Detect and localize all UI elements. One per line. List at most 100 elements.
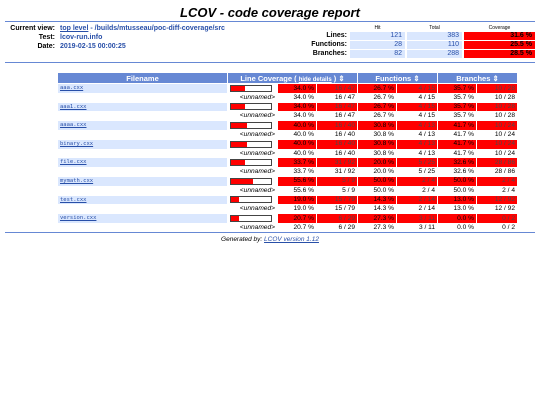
coverage-bar-cell (228, 214, 277, 223)
function-count: 3 / 11 (397, 223, 437, 232)
line-pct: 55.6 % (278, 186, 316, 195)
functions-header-label: Functions (375, 73, 412, 83)
summary-functions-hit: 28 (350, 41, 405, 49)
line-count: 15 / 79 (317, 205, 357, 214)
line-pct: 40.0 % (278, 139, 316, 149)
line-count: 16 / 47 (317, 102, 357, 112)
branches-header[interactable]: Branches ⇕ (438, 73, 517, 83)
function-pct: 50.0 % (358, 176, 396, 186)
file-link[interactable]: aaa1.cxx (60, 103, 87, 110)
test-label: Test: (38, 34, 55, 41)
branch-pct: 41.7 % (438, 149, 476, 158)
file-name-cell: version.cxx (58, 214, 227, 223)
file-link[interactable]: version.cxx (60, 215, 97, 222)
function-pct: 30.8 % (358, 139, 396, 149)
lcov-version-link[interactable]: LCOV version 1.12 (264, 236, 319, 243)
coverage-table-header: Filename Line Coverage ( hide details ) … (58, 73, 517, 83)
function-pct: 50.0 % (358, 186, 396, 195)
branch-count: 10 / 28 (477, 84, 517, 93)
unnamed-spacer (58, 186, 227, 195)
branch-count: 2 / 4 (477, 186, 517, 195)
unnamed-row: <unnamed> 40.0 % 16 / 40 30.8 % 4 / 13 41.7 %… (58, 149, 517, 158)
unnamed-row: <unnamed> 40.0 % 16 / 40 30.8 % 4 / 13 41.7 %… (58, 130, 517, 139)
function-count: 4 / 13 (397, 139, 437, 149)
unnamed-spacer (58, 223, 227, 232)
summary-functions-label: Functions: (311, 41, 347, 48)
branch-count: 10 / 28 (477, 102, 517, 112)
date-label: Date: (37, 43, 55, 50)
file-link[interactable]: test.cxx (60, 196, 87, 203)
branch-count: 10 / 24 (477, 139, 517, 149)
file-name-cell: mymath.cxx (58, 176, 227, 186)
function-count: 2 / 4 (397, 186, 437, 195)
line-pct: 33.7 % (278, 158, 316, 168)
coverage-bar-fill (231, 123, 247, 129)
line-coverage-header[interactable]: Line Coverage ( hide details ) ⇕ (228, 73, 357, 83)
branch-pct: 41.7 % (438, 130, 476, 139)
file-link[interactable]: aaa.cxx (60, 85, 84, 91)
branch-pct: 32.6 % (438, 158, 476, 168)
function-pct: 14.3 % (358, 195, 396, 205)
coverage-bar (230, 122, 272, 130)
unnamed-label: <unnamed> (228, 112, 277, 121)
line-count: 16 / 47 (317, 93, 357, 102)
branch-count: 10 / 28 (477, 93, 517, 102)
functions-header[interactable]: Functions ⇕ (358, 73, 437, 83)
branch-count: 10 / 24 (477, 130, 517, 139)
line-count: 31 / 92 (317, 168, 357, 176)
function-pct: 20.0 % (358, 158, 396, 168)
unnamed-row: <unnamed> 20.7 % 6 / 29 27.3 % 3 / 11 0.0 % 0 … (58, 223, 517, 232)
branch-pct: 41.7 % (438, 139, 476, 149)
filename-header[interactable]: Filename (58, 73, 227, 83)
unnamed-spacer (58, 93, 227, 102)
function-pct: 26.7 % (358, 93, 396, 102)
branch-pct: 35.7 % (438, 112, 476, 121)
branch-count: 10 / 28 (477, 112, 517, 121)
mid-rule (5, 62, 535, 63)
function-pct: 30.8 % (358, 149, 396, 158)
coverage-bar-fill (231, 160, 245, 166)
branch-pct: 13.0 % (438, 205, 476, 214)
summary-lines-total: 383 (407, 32, 462, 40)
function-pct: 26.7 % (358, 84, 396, 93)
footer: Generated by: LCOV version 1.12 (0, 236, 540, 243)
coverage-bar-cell (228, 139, 277, 149)
function-count: 4 / 15 (397, 84, 437, 93)
coverage-bar-cell (228, 84, 277, 93)
file-link[interactable]: aaaa.cxx (60, 122, 87, 129)
sort-icon[interactable]: ⇕ (413, 73, 420, 83)
sort-icon[interactable]: ⇕ (338, 73, 345, 83)
unnamed-spacer (58, 112, 227, 121)
coverage-bar-fill (231, 104, 245, 110)
unnamed-label: <unnamed> (228, 223, 277, 232)
line-count: 16 / 40 (317, 149, 357, 158)
branch-pct: 32.6 % (438, 168, 476, 176)
file-link[interactable]: mymath.cxx (60, 177, 94, 184)
branch-pct: 35.7 % (438, 84, 476, 93)
line-pct: 20.7 % (278, 223, 316, 232)
summary-branches-label: Branches: (312, 50, 347, 57)
branch-count: 2 / 4 (477, 176, 517, 186)
coverage-bar-fill (231, 141, 247, 147)
branch-pct: 35.7 % (438, 102, 476, 112)
branch-pct: 13.0 % (438, 195, 476, 205)
function-pct: 27.3 % (358, 223, 396, 232)
line-pct: 19.0 % (278, 195, 316, 205)
top-level-link[interactable]: top level (60, 25, 89, 32)
file-link[interactable]: binary.cxx (60, 140, 94, 147)
date-value: 2019-02-15 00:00:25 (60, 43, 126, 50)
line-pct: 40.0 % (278, 130, 316, 139)
hide-details-link[interactable]: hide details (298, 76, 332, 83)
file-link[interactable]: file.cxx (60, 159, 87, 166)
coverage-bar-fill (231, 85, 245, 91)
function-count: 2 / 14 (397, 195, 437, 205)
branch-count: 0 / 2 (477, 223, 517, 232)
current-view-label: Current view: (10, 25, 55, 32)
coverage-bar (230, 196, 272, 204)
current-view-path: - /builds/mtusseau/poc-diff-coverage/src (88, 25, 225, 32)
branch-count: 12 / 92 (477, 195, 517, 205)
unnamed-label: <unnamed> (228, 149, 277, 158)
summary-branches-total: 288 (407, 50, 462, 58)
function-count: 4 / 15 (397, 93, 437, 102)
sort-icon[interactable]: ⇕ (492, 73, 499, 83)
